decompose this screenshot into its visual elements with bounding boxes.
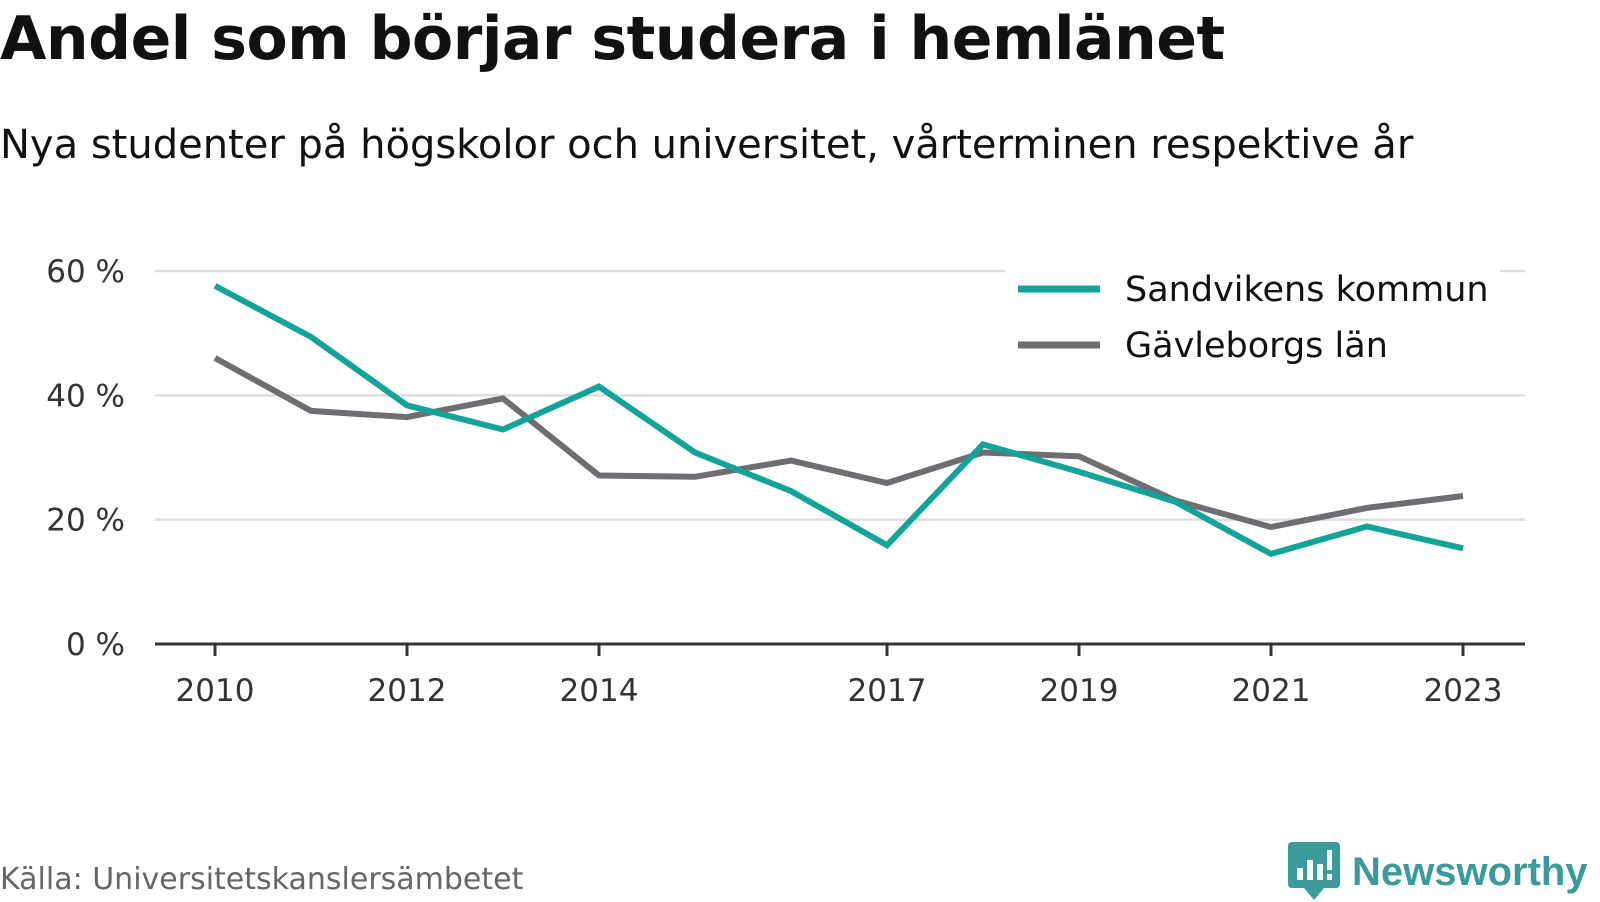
- x-tick-label: 2017: [848, 673, 927, 709]
- y-tick-label: 40 %: [46, 378, 125, 414]
- x-tick-label: 2014: [560, 673, 639, 709]
- series-line-gavleborgs-lan: [215, 358, 1463, 527]
- brand-logo: Newsworthy: [1288, 842, 1588, 902]
- x-tick-label: 2012: [368, 673, 447, 709]
- x-tick-label: 2010: [176, 673, 255, 709]
- line-chart: 0 % 20 % 40 % 60 % 2010 2012 2014 2017 2019 2021…: [0, 0, 1600, 840]
- legend-label: Sandvikens kommun: [1125, 270, 1489, 310]
- y-axis-ticks: 0 % 20 % 40 % 60 %: [46, 254, 125, 663]
- newsworthy-logo-icon: [1288, 842, 1340, 902]
- legend-label: Gävleborgs län: [1125, 326, 1388, 366]
- y-tick-label: 0 %: [66, 627, 125, 663]
- y-tick-label: 20 %: [46, 503, 125, 539]
- source-note: Källa: Universitetskanslersämbetet: [0, 862, 523, 897]
- legend: Sandvikens kommun Gävleborgs län: [1005, 268, 1500, 380]
- x-tick-label: 2023: [1424, 673, 1503, 709]
- x-axis-ticks: 2010 2012 2014 2017 2019 2021 2023: [155, 644, 1525, 709]
- y-tick-label: 60 %: [46, 254, 125, 290]
- x-tick-label: 2019: [1040, 673, 1119, 709]
- x-tick-label: 2021: [1232, 673, 1311, 709]
- brand-name: Newsworthy: [1352, 850, 1588, 895]
